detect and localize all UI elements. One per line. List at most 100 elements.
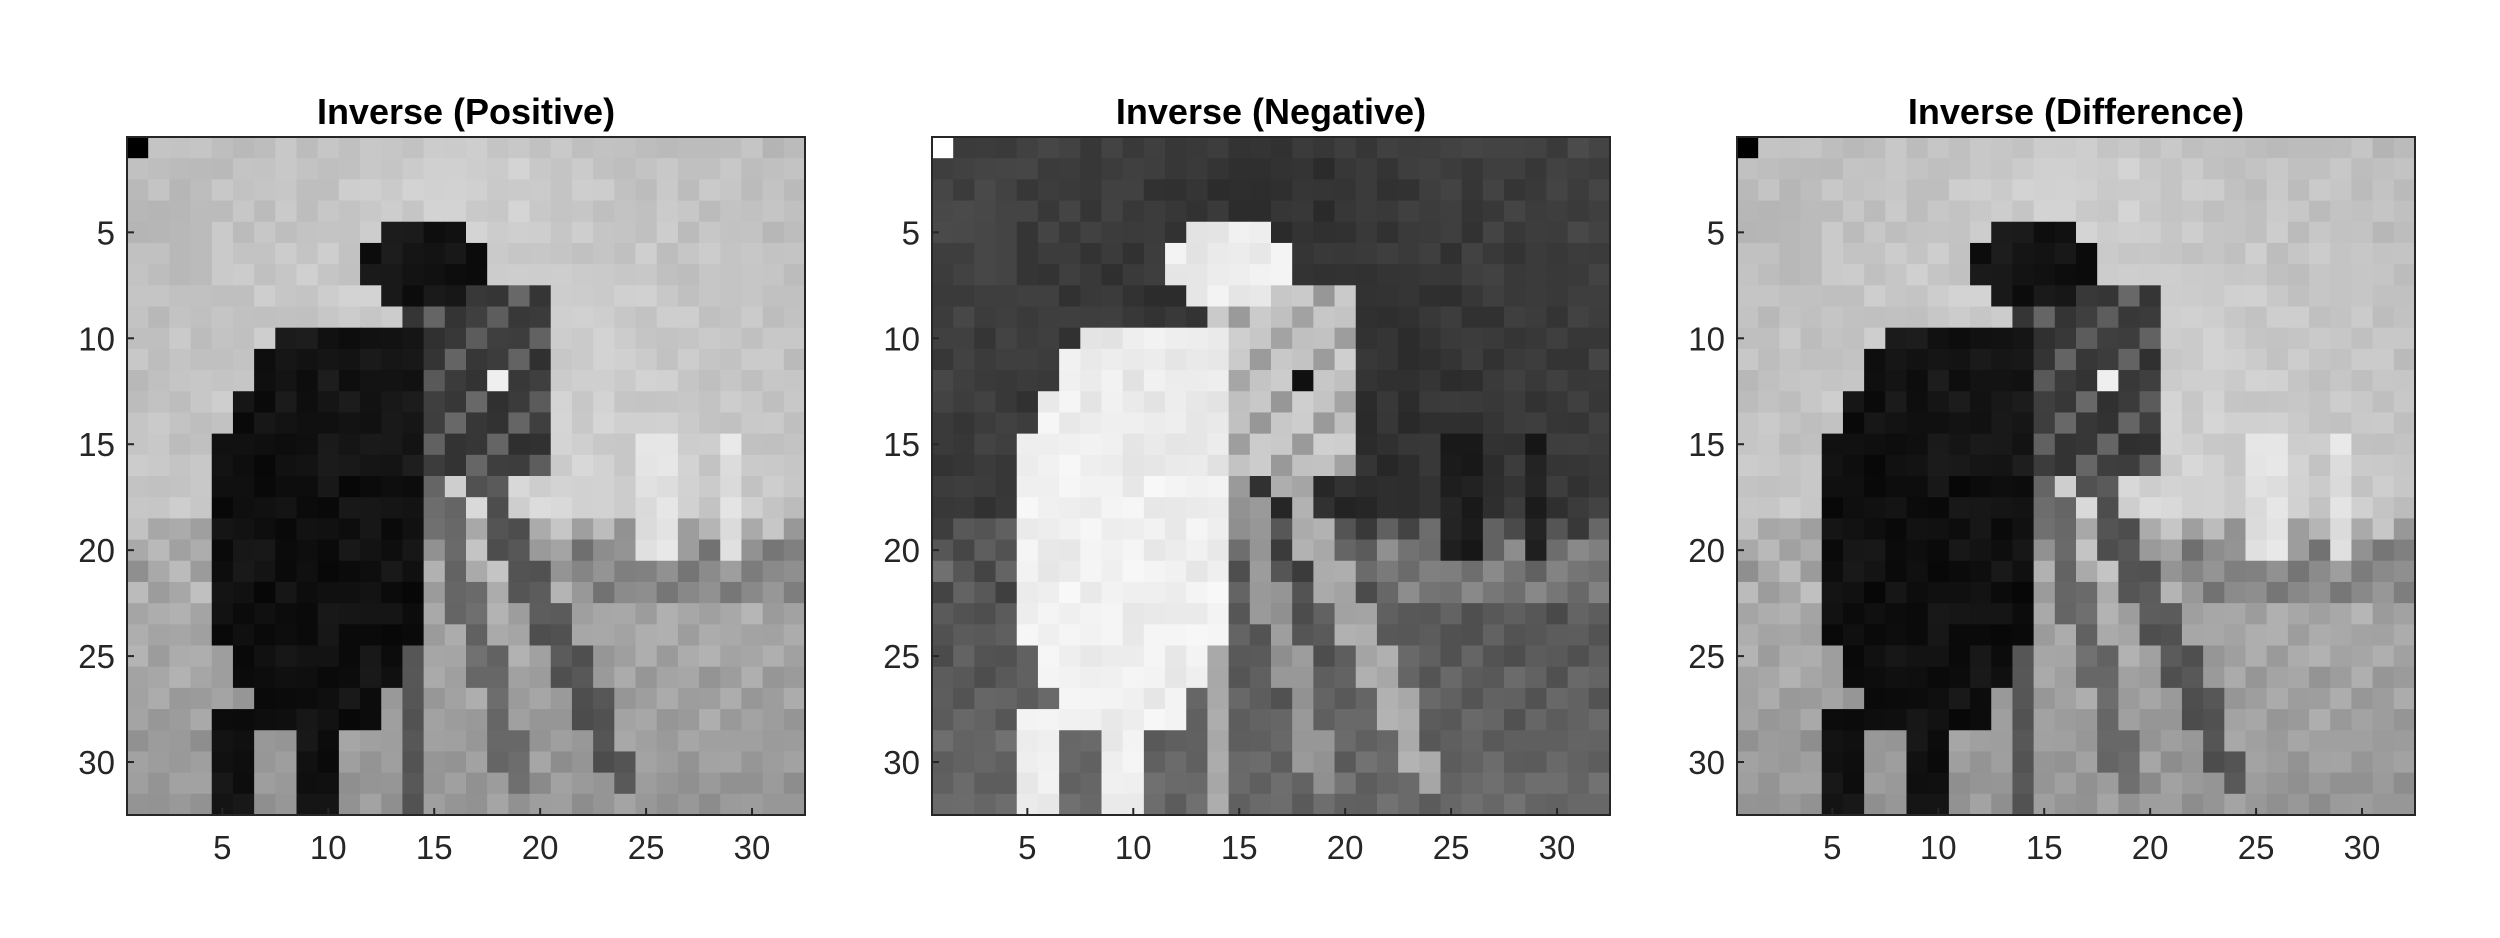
- heatmap-cell: [699, 285, 721, 308]
- heatmap-cell: [296, 412, 319, 435]
- heatmap-cell: [444, 391, 467, 414]
- heatmap-cell: [656, 285, 679, 308]
- heatmap-cell: [1271, 581, 1293, 604]
- heatmap-cell: [677, 285, 700, 308]
- heatmap-cell: [1821, 200, 1844, 223]
- heatmap-cell: [1165, 560, 1187, 583]
- heatmap-cell: [360, 476, 382, 498]
- heatmap-cell: [1228, 539, 1251, 562]
- heatmap-cell: [995, 624, 1018, 647]
- heatmap-cell: [720, 709, 743, 731]
- heatmap-cell: [296, 433, 319, 456]
- heatmap-cell: [1143, 137, 1166, 159]
- y-tick-label: 15: [1688, 426, 1725, 463]
- heatmap-cell: [2372, 285, 2395, 308]
- heatmap-cell: [1334, 264, 1357, 286]
- heatmap-cell: [1398, 476, 1420, 498]
- heatmap-cell: [1970, 666, 1992, 689]
- heatmap-cell: [1228, 285, 1251, 308]
- heatmap-cell: [2097, 772, 2119, 795]
- heatmap-cell: [953, 137, 975, 159]
- heatmap-cell: [1271, 497, 1293, 519]
- heatmap-cell: [635, 624, 658, 647]
- panel-negative: Inverse (Negative) 5 10 15 20 25 305101520253…: [883, 91, 1611, 866]
- heatmap-cell: [2351, 200, 2374, 223]
- heatmap-cell: [2393, 454, 2416, 477]
- heatmap-cell: [1948, 242, 1971, 265]
- heatmap-cell: [1991, 687, 2014, 710]
- heatmap-cell: [508, 560, 531, 583]
- heatmap-cell: [1970, 624, 1992, 647]
- heatmap-cell: [275, 200, 298, 223]
- heatmap-cell: [254, 793, 276, 816]
- heatmap-cell: [1080, 306, 1103, 329]
- heatmap-cell: [2393, 645, 2416, 668]
- heatmap-cell: [169, 433, 192, 456]
- heatmap-cell: [2054, 539, 2077, 562]
- heatmap-cell: [2309, 370, 2331, 392]
- heatmap-cell: [1037, 433, 1060, 456]
- heatmap-cell: [593, 370, 615, 392]
- heatmap-cell: [2139, 221, 2162, 244]
- heatmap-cell: [1249, 603, 1272, 625]
- heatmap-cell: [1419, 454, 1442, 477]
- heatmap-cell: [1016, 581, 1039, 604]
- heatmap-cell: [1885, 454, 1908, 477]
- heatmap-cell: [1546, 603, 1569, 625]
- heatmap-cell: [1376, 158, 1399, 180]
- heatmap-cell: [2160, 603, 2183, 625]
- heatmap-cell: [1419, 391, 1442, 414]
- heatmap-cell: [2076, 709, 2098, 731]
- heatmap-cell: [720, 137, 743, 159]
- heatmap-cell: [1885, 285, 1908, 308]
- heatmap-cell: [1991, 518, 2014, 541]
- heatmap-cell: [656, 772, 679, 795]
- heatmap-cell: [1461, 476, 1484, 498]
- heatmap-cell: [2160, 433, 2183, 456]
- heatmap-cell: [1376, 221, 1399, 244]
- heatmap-cell: [1059, 221, 1081, 244]
- heatmap-cell: [1249, 348, 1272, 371]
- heatmap-cell: [2287, 200, 2310, 223]
- heatmap-cell: [1525, 327, 1548, 350]
- heatmap-cell: [1821, 242, 1844, 265]
- heatmap-cell: [190, 581, 213, 604]
- heatmap-cell: [1334, 581, 1357, 604]
- heatmap-cell: [2097, 370, 2119, 392]
- heatmap-cell: [1271, 306, 1293, 329]
- heatmap-cell: [2351, 539, 2374, 562]
- heatmap-cell: [1779, 412, 1802, 435]
- heatmap-cell: [529, 242, 552, 265]
- heatmap-cell: [1186, 793, 1209, 816]
- heatmap-cell: [127, 242, 149, 265]
- heatmap-cell: [444, 645, 467, 668]
- heatmap-cell: [2139, 327, 2162, 350]
- heatmap-cell: [2330, 666, 2353, 689]
- heatmap-cell: [1885, 370, 1908, 392]
- heatmap-cell: [1482, 327, 1505, 350]
- heatmap-cell: [1970, 179, 1992, 202]
- heatmap-cell: [2351, 433, 2374, 456]
- heatmap-cell: [338, 221, 361, 244]
- heatmap-cell: [1249, 285, 1272, 308]
- heatmap-cell: [1207, 793, 1230, 816]
- heatmap-cell: [1143, 666, 1166, 689]
- heatmap-cell: [423, 603, 446, 625]
- heatmap-cell: [360, 179, 382, 202]
- heatmap-cell: [2393, 666, 2416, 689]
- heatmap-cell: [593, 624, 615, 647]
- heatmap-cell: [1080, 751, 1103, 774]
- heatmap-cell: [1165, 624, 1187, 647]
- heatmap-cell: [1271, 391, 1293, 414]
- heatmap-cell: [1779, 391, 1802, 414]
- heatmap-cell: [699, 327, 721, 350]
- heatmap-cell: [190, 391, 213, 414]
- heatmap-cell: [2203, 497, 2225, 519]
- heatmap-cell: [550, 709, 573, 731]
- heatmap-cell: [1186, 137, 1209, 159]
- heatmap-cell: [1143, 306, 1166, 329]
- heatmap-cell: [783, 687, 806, 710]
- heatmap-cell: [1842, 581, 1865, 604]
- heatmap-cell: [2203, 348, 2225, 371]
- heatmap-cell: [2351, 793, 2374, 816]
